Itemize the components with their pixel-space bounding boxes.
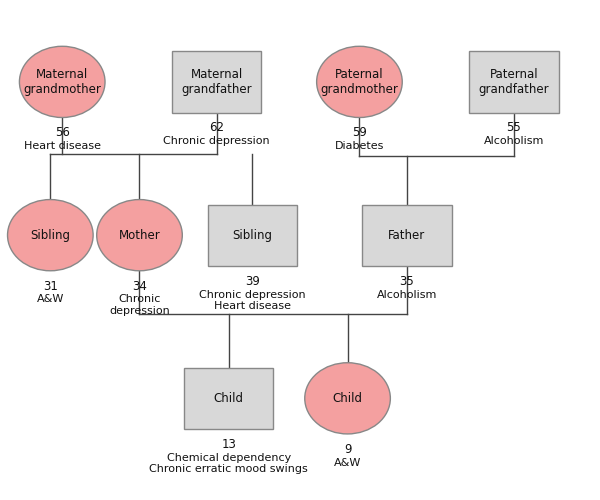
Text: Maternal
grandfather: Maternal grandfather [181, 68, 252, 96]
Circle shape [97, 200, 182, 271]
Text: Father: Father [388, 228, 425, 241]
Circle shape [8, 200, 93, 271]
FancyBboxPatch shape [208, 204, 297, 266]
Text: 35: 35 [400, 274, 415, 287]
Text: Chronic depression: Chronic depression [163, 136, 270, 146]
Text: Sibling: Sibling [31, 228, 70, 241]
Text: Chronic
depression: Chronic depression [109, 294, 170, 316]
Circle shape [19, 46, 105, 118]
Text: 9: 9 [344, 443, 352, 456]
FancyBboxPatch shape [184, 368, 273, 429]
Text: Alcoholism: Alcoholism [484, 136, 544, 146]
Text: Child: Child [214, 392, 244, 405]
FancyBboxPatch shape [172, 51, 262, 112]
Circle shape [305, 362, 391, 434]
Text: Child: Child [332, 392, 362, 405]
Text: 55: 55 [506, 122, 521, 134]
Text: A&W: A&W [334, 458, 361, 468]
FancyBboxPatch shape [362, 204, 452, 266]
Text: 62: 62 [209, 122, 224, 134]
Text: Sibling: Sibling [232, 228, 272, 241]
Text: 31: 31 [43, 280, 58, 292]
Text: Chronic depression
Heart disease: Chronic depression Heart disease [199, 290, 306, 311]
Text: 39: 39 [245, 274, 260, 287]
Text: Diabetes: Diabetes [335, 141, 384, 151]
Text: A&W: A&W [37, 294, 64, 304]
Text: 34: 34 [132, 280, 147, 292]
Text: Paternal
grandfather: Paternal grandfather [479, 68, 550, 96]
Text: 13: 13 [221, 438, 236, 451]
Text: Mother: Mother [119, 228, 160, 241]
Text: Paternal
grandmother: Paternal grandmother [320, 68, 398, 96]
Text: Chemical dependency
Chronic erratic mood swings: Chemical dependency Chronic erratic mood… [149, 452, 308, 474]
Text: 59: 59 [352, 126, 367, 140]
Text: Heart disease: Heart disease [24, 141, 101, 151]
Text: Maternal
grandmother: Maternal grandmother [23, 68, 101, 96]
Text: 56: 56 [55, 126, 70, 140]
FancyBboxPatch shape [469, 51, 559, 112]
Circle shape [317, 46, 402, 118]
Text: Alcoholism: Alcoholism [377, 290, 437, 300]
